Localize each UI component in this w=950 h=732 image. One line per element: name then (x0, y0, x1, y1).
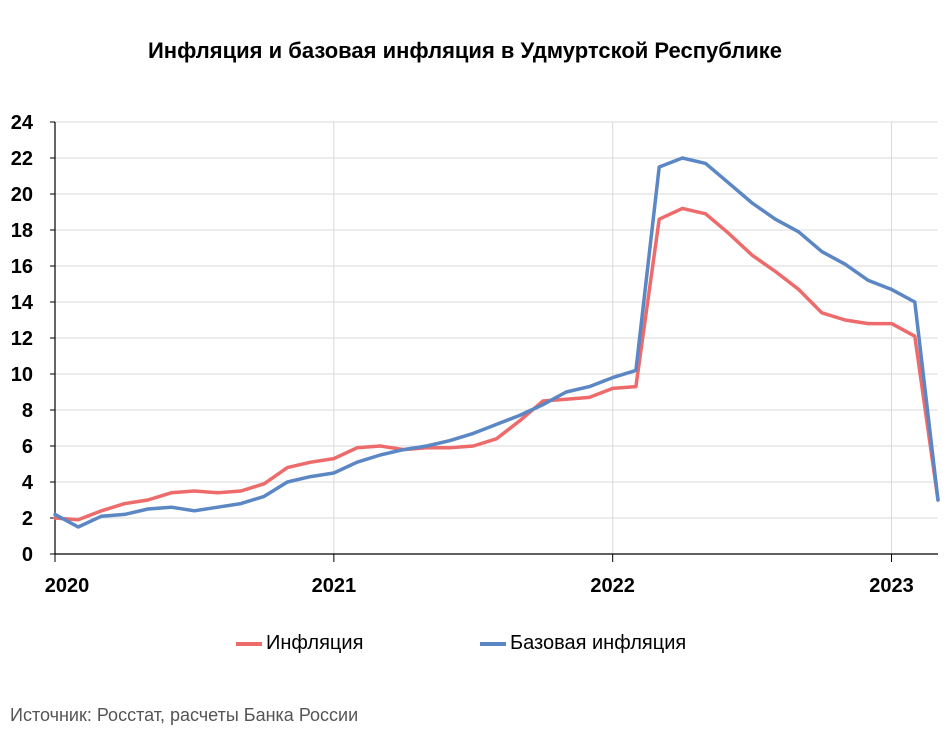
x-tick-label: 2021 (312, 575, 357, 597)
y-tick-label: 20 (11, 184, 33, 206)
y-tick-label: 4 (22, 472, 34, 494)
y-tick-label: 18 (11, 220, 33, 242)
y-tick-label: 0 (22, 544, 33, 566)
legend: Инфляция Базовая инфляция (0, 632, 950, 662)
y-tick-label: 12 (11, 328, 33, 350)
legend-item-core-inflation: Базовая инфляция (480, 632, 686, 655)
legend-item-inflation: Инфляция (236, 632, 363, 655)
x-tick-label: 2022 (590, 575, 635, 597)
source-note: Источник: Росстат, расчеты Банка России (10, 705, 359, 725)
series-line-core-inflation (53, 156, 940, 529)
x-axis-ticks: 2020 2021 2022 2023 (45, 575, 914, 597)
chart-title: Инфляция и базовая инфляция в Удмуртской… (147, 38, 783, 63)
legend-label-inflation: Инфляция (266, 632, 364, 654)
y-tick-label: 8 (22, 400, 33, 422)
y-tick-label: 2 (22, 508, 33, 530)
y-tick-label: 6 (22, 436, 33, 458)
x-tick-label: 2023 (869, 575, 914, 597)
series-lines (53, 156, 940, 529)
gridlines (55, 121, 938, 554)
y-tick-label: 22 (11, 148, 33, 170)
y-tick-label: 14 (11, 292, 34, 314)
axes (50, 121, 938, 562)
series-line-inflation (53, 206, 940, 522)
legend-label-core-inflation: Базовая инфляция (510, 632, 687, 654)
y-tick-label: 24 (11, 112, 34, 134)
y-tick-label: 10 (11, 364, 33, 386)
legend-swatch-inflation (236, 641, 262, 646)
x-tick-label: 2020 (45, 575, 90, 597)
y-tick-label: 16 (11, 256, 33, 278)
legend-swatch-core-inflation (480, 641, 506, 646)
